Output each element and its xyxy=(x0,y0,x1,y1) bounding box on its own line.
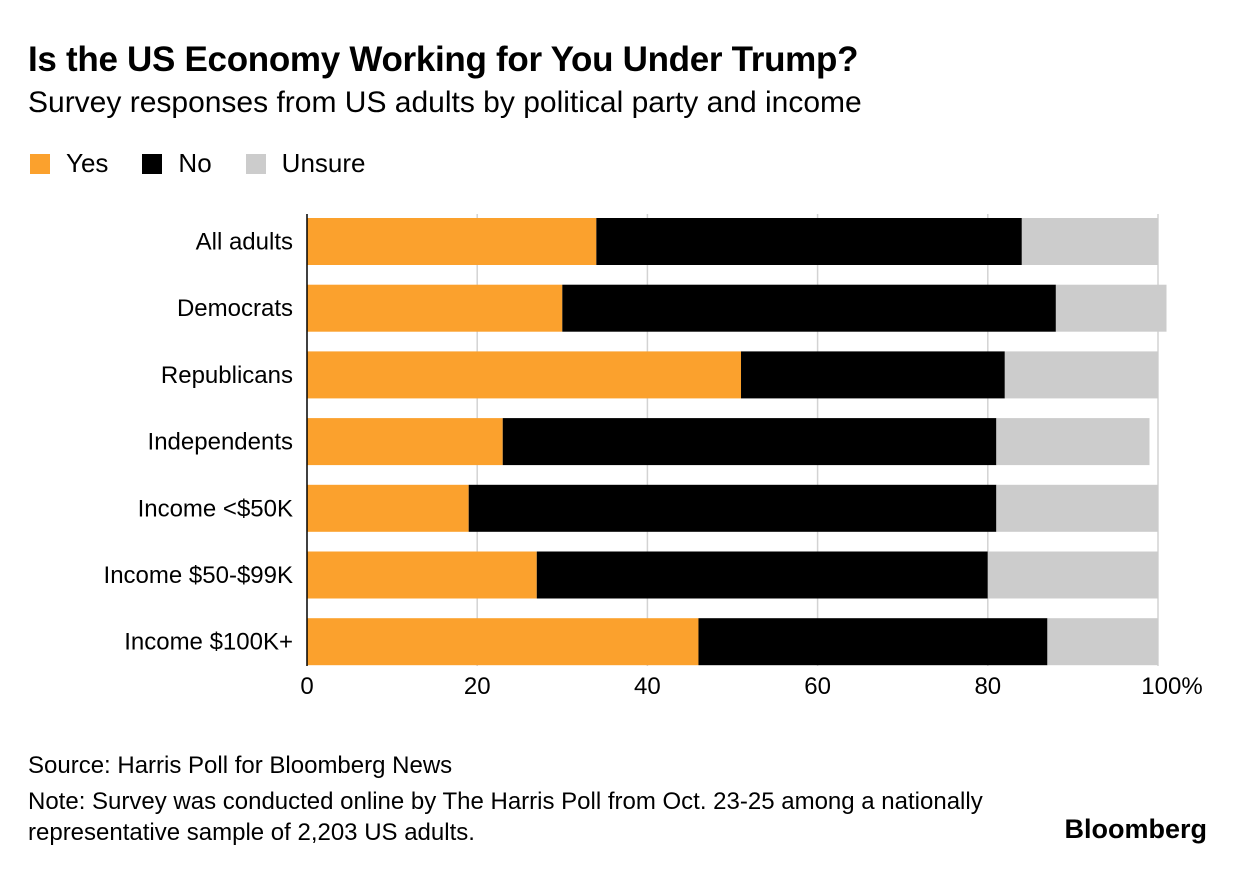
note-text: Note: Survey was conducted online by The… xyxy=(28,788,983,846)
bar-no-2 xyxy=(741,351,1005,399)
bar-yes-3 xyxy=(307,418,503,466)
category-label-4: Income <$50K xyxy=(138,495,293,522)
legend-label-yes: Yes xyxy=(66,148,109,178)
legend-item-yes: Yes xyxy=(30,148,108,179)
x-tick-label-20: 20 xyxy=(464,673,491,700)
bar-no-6 xyxy=(698,618,1048,666)
bar-unsure-1 xyxy=(1055,284,1167,332)
legend: Yes No Unsure xyxy=(30,148,400,179)
legend-swatch-no xyxy=(142,153,163,174)
category-label-1: Democrats xyxy=(177,295,293,322)
bar-no-3 xyxy=(502,418,997,466)
category-label-2: Republicans xyxy=(161,362,293,389)
chart-title: Is the US Economy Working for You Under … xyxy=(28,40,859,79)
bar-unsure-4 xyxy=(996,484,1158,532)
legend-item-unsure: Unsure xyxy=(245,148,366,179)
source-text: Source: Harris Poll for Bloomberg News xyxy=(28,752,453,779)
x-axis-ticks: 0 20 40 60 80 100% xyxy=(300,673,1202,700)
bar-no-4 xyxy=(468,484,997,532)
x-tick-label-100: 100% xyxy=(1141,673,1202,700)
bar-no-5 xyxy=(536,551,988,599)
bar-no-1 xyxy=(562,284,1056,332)
category-label-0: All adults xyxy=(196,229,293,256)
bar-unsure-0 xyxy=(1021,218,1158,265)
bloomberg-logo: Bloomberg xyxy=(1064,814,1207,844)
bar-yes-4 xyxy=(307,484,469,532)
bar-yes-1 xyxy=(307,284,563,332)
bars xyxy=(307,218,1167,666)
category-label-5: Income $50-$99K xyxy=(104,562,293,589)
legend-label-unsure: Unsure xyxy=(281,148,366,178)
bar-yes-6 xyxy=(307,618,699,666)
x-tick-label-80: 80 xyxy=(974,673,1001,700)
bar-yes-2 xyxy=(307,351,742,399)
category-labels: All adults Democrats Republicans Independen… xyxy=(104,229,293,656)
bar-unsure-5 xyxy=(987,551,1158,599)
category-label-6: Income $100K+ xyxy=(124,629,293,656)
bar-no-0 xyxy=(596,218,1022,265)
bar-unsure-3 xyxy=(996,418,1150,466)
bar-unsure-6 xyxy=(1047,618,1158,666)
bar-yes-0 xyxy=(307,218,597,265)
bar-unsure-2 xyxy=(1004,351,1158,399)
category-label-3: Independents xyxy=(148,429,293,456)
x-tick-label-0: 0 xyxy=(300,673,313,700)
x-tick-label-60: 60 xyxy=(804,673,831,700)
legend-swatch-yes xyxy=(30,153,50,174)
stacked-bar-chart: All adults Democrats Republicans Independen… xyxy=(104,214,1203,700)
legend-item-no: No xyxy=(142,148,212,179)
bar-yes-5 xyxy=(307,551,537,599)
chart-subtitle: Survey responses from US adults by polit… xyxy=(28,86,862,119)
legend-label-no: No xyxy=(178,148,212,178)
legend-swatch-unsure xyxy=(245,153,266,174)
x-tick-label-40: 40 xyxy=(634,673,661,700)
